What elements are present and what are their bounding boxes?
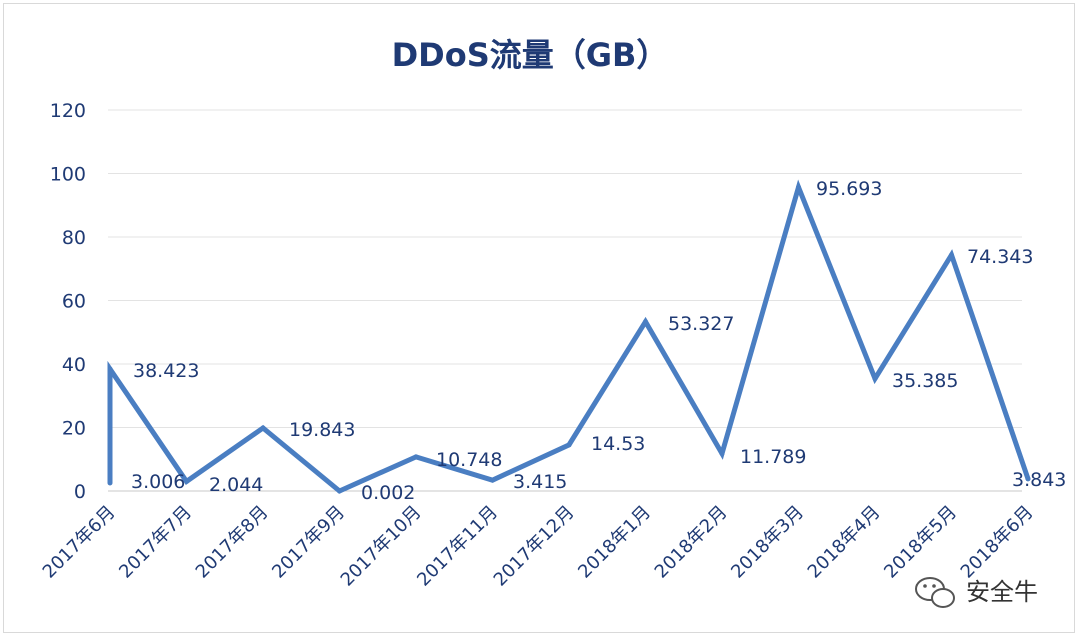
data-point — [184, 478, 189, 484]
x-axis-ticks: 2017年6月2017年7月2017年8月2017年9月2017年10月2017… — [39, 502, 1038, 591]
chart-title: DDoS流量（GB） — [392, 36, 669, 74]
x-tick-label: 2017年9月 — [268, 502, 349, 583]
data-point — [337, 488, 342, 494]
data-label: 3.843 — [1012, 469, 1066, 491]
x-tick-label: 2018年5月 — [880, 502, 961, 583]
x-tick-label: 2017年8月 — [192, 502, 273, 583]
data-point — [490, 477, 495, 483]
series-line — [107, 179, 1031, 494]
y-axis-ticks: 0 20 40 60 80 100 120 — [50, 100, 86, 503]
data-label: 11.789 — [740, 446, 806, 468]
data-label: 38.423 — [133, 360, 199, 382]
y-tick-label: 120 — [50, 100, 86, 122]
data-label: 74.343 — [967, 246, 1033, 268]
data-point — [796, 184, 801, 190]
data-label: 35.385 — [892, 370, 958, 392]
x-tick-label: 2018年1月 — [574, 502, 655, 583]
watermark: 安全牛 — [915, 577, 1038, 608]
data-point — [949, 252, 954, 258]
data-point — [643, 319, 648, 325]
data-label: 95.693 — [816, 178, 882, 200]
data-label: 53.327 — [668, 313, 734, 335]
data-point — [413, 454, 419, 460]
chart-frame — [3, 3, 1075, 633]
x-tick-label: 2018年3月 — [727, 502, 808, 583]
gridlines — [108, 109, 1022, 492]
x-tick-label: 2017年12月 — [490, 502, 579, 591]
data-label: 19.843 — [289, 419, 355, 441]
x-tick-label: 2018年4月 — [804, 502, 885, 583]
y-tick-label: 20 — [62, 418, 86, 440]
wechat-icon — [915, 577, 955, 608]
x-tick-label: 2018年2月 — [651, 502, 732, 583]
x-tick-label: 2018年6月 — [957, 502, 1038, 583]
y-tick-label: 40 — [62, 354, 86, 376]
data-label: 10.748 — [436, 449, 502, 471]
data-label: 3.415 — [513, 471, 567, 493]
data-point — [107, 366, 113, 372]
data-labels: 38.423 3.006 2.044 19.843 0.002 10.748 3.415 14… — [131, 178, 1066, 504]
data-label: 0.002 — [361, 482, 415, 504]
x-tick-label: 2017年6月 — [39, 502, 120, 583]
y-tick-label: 60 — [62, 291, 86, 313]
data-label: 2.044 — [209, 474, 263, 496]
x-tick-label: 2017年10月 — [337, 502, 426, 591]
x-tick-label: 2017年7月 — [115, 502, 196, 583]
x-tick-label: 2017年11月 — [413, 502, 502, 591]
data-point — [566, 442, 572, 448]
data-point — [872, 376, 878, 382]
data-point — [260, 425, 266, 431]
data-point — [1025, 476, 1031, 482]
y-tick-label: 80 — [62, 227, 86, 249]
data-label: 14.53 — [591, 433, 645, 455]
y-tick-label: 0 — [74, 481, 86, 503]
series-layer — [107, 179, 1031, 494]
y-tick-label: 100 — [50, 164, 86, 186]
watermark-text: 安全牛 — [966, 578, 1038, 606]
data-point — [719, 451, 725, 457]
data-label: 3.006 — [131, 471, 185, 493]
